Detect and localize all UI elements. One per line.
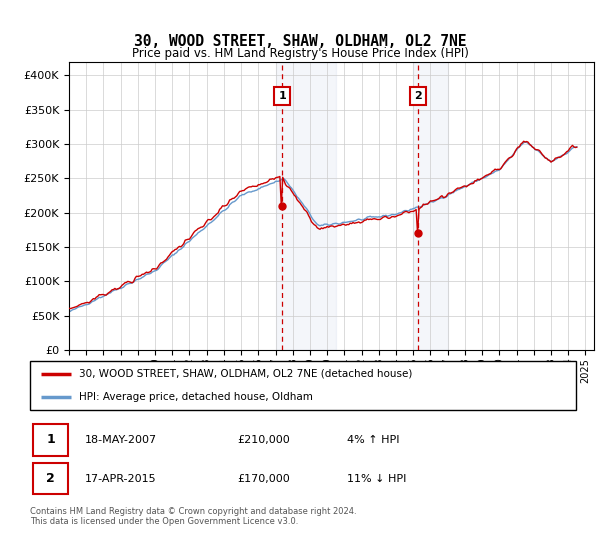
Bar [33, 424, 68, 456]
Bar [413, 62, 448, 350]
Text: 30, WOOD STREET, SHAW, OLDHAM, OL2 7NE (detached house): 30, WOOD STREET, SHAW, OLDHAM, OL2 7NE (… [79, 369, 413, 379]
Text: 17-APR-2015: 17-APR-2015 [85, 474, 156, 483]
Text: 1: 1 [46, 433, 55, 446]
Text: Contains HM Land Registry data © Crown copyright and database right 2024.
This d: Contains HM Land Registry data © Crown c… [30, 507, 356, 526]
Text: 2: 2 [415, 91, 422, 101]
Text: 4% ↑ HPI: 4% ↑ HPI [347, 435, 399, 445]
Text: Price paid vs. HM Land Registry's House Price Index (HPI): Price paid vs. HM Land Registry's House … [131, 47, 469, 60]
Text: 30, WOOD STREET, SHAW, OLDHAM, OL2 7NE: 30, WOOD STREET, SHAW, OLDHAM, OL2 7NE [134, 34, 466, 49]
Text: £210,000: £210,000 [238, 435, 290, 445]
Text: 11% ↓ HPI: 11% ↓ HPI [347, 474, 406, 483]
Text: HPI: Average price, detached house, Oldham: HPI: Average price, detached house, Oldh… [79, 391, 313, 402]
Bar [33, 463, 68, 494]
Text: 1: 1 [278, 91, 286, 101]
Text: £170,000: £170,000 [238, 474, 290, 483]
Bar [275, 62, 336, 350]
Text: 18-MAY-2007: 18-MAY-2007 [85, 435, 157, 445]
Text: 2: 2 [46, 472, 55, 485]
